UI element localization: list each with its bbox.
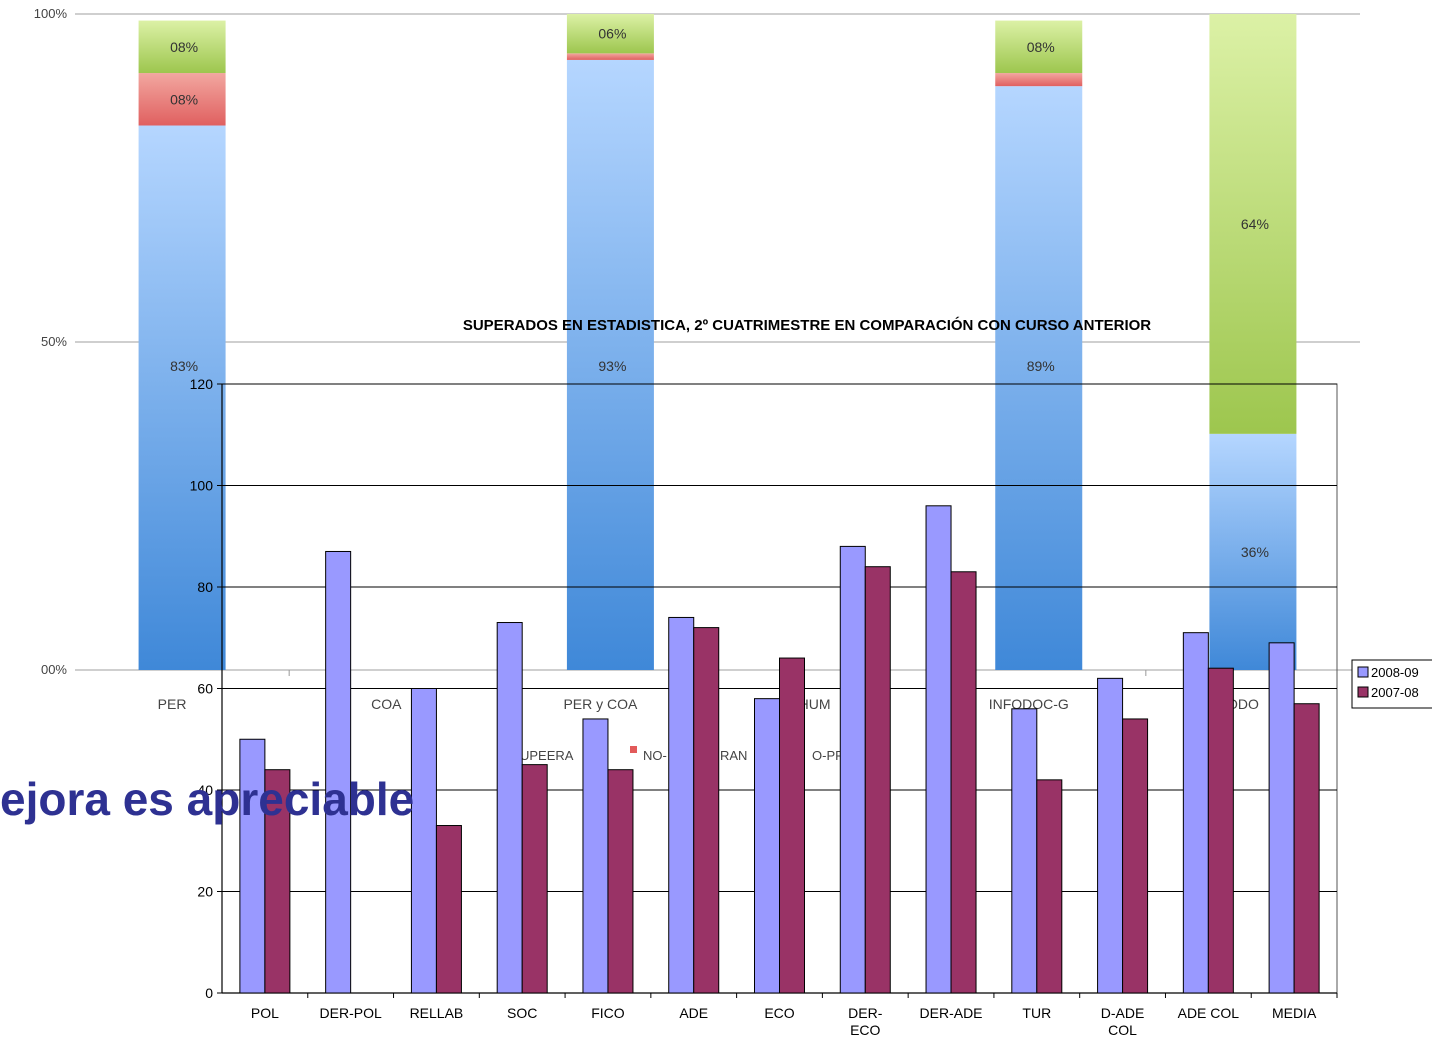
category-label: D-ADE — [1101, 1005, 1145, 1021]
legend-swatch — [630, 746, 637, 753]
category-label: POL — [251, 1005, 279, 1021]
bar — [264, 769, 291, 994]
category-label: ECO — [764, 1005, 794, 1021]
category-label: DER-POL — [320, 1005, 382, 1021]
category-label: ODO — [1227, 696, 1259, 712]
stacked-bar-segment — [566, 59, 654, 671]
bar-chart: 0 20 40 60 80 100 120 SUPERADOS EN ESTADISTICA,… — [190, 316, 1432, 1038]
bar — [435, 825, 462, 994]
bar — [1207, 667, 1234, 994]
legend-label: UPEERA — [520, 748, 574, 763]
stacked-bar-segment — [995, 20, 1083, 74]
y-tick-label: 0 — [205, 985, 213, 1001]
bar — [839, 545, 866, 994]
stacked-bar-segment — [138, 125, 226, 670]
legend-label: 2007-08 — [1371, 685, 1419, 700]
data-label: 83% — [170, 358, 198, 374]
data-label: 89% — [1027, 358, 1055, 374]
bar — [693, 627, 720, 994]
category-label: PER y COA — [563, 696, 638, 712]
bar — [496, 622, 523, 994]
category-label: DER-ADE — [920, 1005, 983, 1021]
data-label: 06% — [598, 26, 626, 42]
chart-title: SUPERADOS EN ESTADISTICA, 2º CUATRIMESTR… — [463, 316, 1151, 334]
y-tick-label: 60 — [197, 681, 213, 697]
category-label: RELLAB — [410, 1005, 464, 1021]
stacked-bar-segment — [566, 53, 654, 60]
legend-swatch — [1357, 686, 1369, 698]
stacked-bar-segment — [1209, 433, 1297, 670]
bar — [1268, 642, 1295, 994]
data-label: 93% — [598, 358, 626, 374]
category-label: FICO — [591, 1005, 625, 1021]
legend-swatch — [1357, 666, 1369, 678]
category-label: TUR — [1022, 1005, 1051, 1021]
data-label: 08% — [170, 91, 198, 107]
bar — [1293, 703, 1320, 994]
category-label: PER — [158, 696, 187, 712]
stacked-bar-segment — [995, 73, 1083, 87]
stacked-bar-segment — [138, 20, 226, 74]
data-label: 36% — [1241, 544, 1269, 560]
y-tick-label: 100 — [190, 478, 214, 494]
category-label: COL — [1108, 1022, 1137, 1038]
bar — [864, 566, 891, 994]
legend-label: 2008-09 — [1371, 665, 1419, 680]
bar — [325, 550, 352, 994]
stacked-chart: 00% 50% 100% 83% 08% 08% PER COA 93% 06% PER y COA… — [34, 6, 1360, 763]
category-label: DER- — [848, 1005, 883, 1021]
bar — [1097, 677, 1124, 994]
bar — [668, 616, 695, 994]
bar — [1011, 708, 1038, 994]
bar — [239, 738, 266, 994]
bar — [1182, 632, 1209, 994]
category-label: COA — [371, 696, 402, 712]
bar — [521, 764, 548, 994]
category-label: HUM — [799, 696, 831, 712]
category-label: SOC — [507, 1005, 537, 1021]
bar — [410, 688, 437, 994]
legend-label: NO- — [643, 748, 667, 763]
bar — [1036, 779, 1063, 994]
y-tick-label: 20 — [197, 884, 213, 900]
category-label: MEDIA — [1272, 1005, 1317, 1021]
bar — [754, 698, 780, 994]
bar — [950, 571, 977, 994]
stacked-bar-segment — [566, 14, 654, 54]
y-tick-label: 120 — [190, 376, 214, 392]
stacked-bar-segment — [138, 73, 226, 126]
bar — [925, 505, 952, 994]
category-label: ECO — [850, 1022, 880, 1038]
bar — [607, 769, 634, 994]
bar — [1122, 718, 1149, 994]
data-label: 64% — [1241, 216, 1269, 232]
y-tick-label: 00% — [41, 662, 67, 677]
bar — [779, 657, 805, 994]
y-tick-label: 50% — [41, 334, 67, 349]
category-label: INFODOC-G — [989, 696, 1069, 712]
slide-heading: ejora es apreciable — [0, 773, 415, 825]
legend-label: RAN — [720, 748, 747, 763]
data-label: 08% — [1027, 39, 1055, 55]
category-label: ADE — [679, 1005, 708, 1021]
data-label: 08% — [170, 39, 198, 55]
stacked-bar-segment — [1209, 14, 1297, 434]
category-label: ADE COL — [1178, 1005, 1240, 1021]
y-tick-label: 100% — [34, 6, 68, 21]
y-tick-label: 80 — [197, 579, 213, 595]
stacked-bar-segment — [995, 86, 1083, 670]
y-tick-label: 40 — [197, 782, 213, 798]
bar — [582, 718, 609, 994]
